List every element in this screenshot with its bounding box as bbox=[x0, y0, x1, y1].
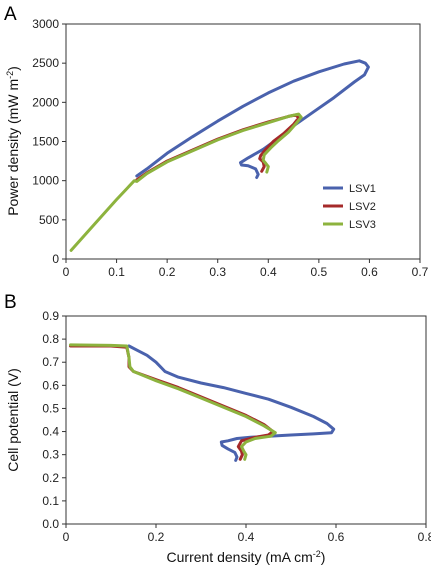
panel-b-series-lsv2-line bbox=[69, 344, 275, 461]
panel-a-x-tick-label: 0.3 bbox=[209, 265, 226, 279]
panel-b: B 0.0 0.1 0.2 0.3 0.4 0.5 0.6 0.7 0.8 0.9 0 0.2 0.4… bbox=[4, 292, 431, 565]
panel-b-y-tick-label: 0.8 bbox=[42, 332, 59, 346]
panel-a-y-axis-title: Power density (mW m-2) bbox=[5, 66, 21, 216]
panel-b-y-tick-label: 0.7 bbox=[42, 355, 59, 369]
panel-b-x-tick-label: 0.8 bbox=[418, 530, 431, 544]
panel-b-x-tick-label: 0.2 bbox=[148, 530, 165, 544]
legend: LSV1 LSV2 LSV3 bbox=[323, 183, 376, 231]
panel-a-y-tick-label: 0 bbox=[52, 252, 59, 266]
panel-b-y-ticks: 0.0 0.1 0.2 0.3 0.4 0.5 0.6 0.7 0.8 0.9 bbox=[42, 309, 66, 531]
panel-a-y-tick-label: 2000 bbox=[32, 95, 59, 109]
panel-a-x-tick-label: 0.4 bbox=[260, 265, 277, 279]
panel-b-y-tick-label: 0.4 bbox=[42, 425, 59, 439]
panel-a-x-tick-label: 0.7 bbox=[412, 265, 429, 279]
panel-b-series-lsv1-line bbox=[127, 344, 336, 462]
panel-b-y-tick-label: 0.9 bbox=[42, 309, 59, 323]
panel-a-y-tick-label: 500 bbox=[39, 213, 59, 227]
panel-a-y-tick-label: 2500 bbox=[32, 56, 59, 70]
panel-a-letter: A bbox=[4, 4, 17, 25]
panel-a-x-ticks: 0 0.1 0.2 0.3 0.4 0.5 0.6 0.7 bbox=[63, 259, 429, 279]
panel-b-y-axis-title: Cell potential (V) bbox=[5, 368, 21, 472]
panel-b-y-tick-label: 0.2 bbox=[42, 471, 59, 485]
panel-b-series-lsv3-line bbox=[69, 343, 277, 461]
panel-a-y-tick-label: 3000 bbox=[32, 17, 59, 31]
panel-b-x-tick-label: 0.4 bbox=[238, 530, 255, 544]
panel-a-y-ticks: 0 500 1000 1500 2000 2500 3000 bbox=[32, 17, 66, 266]
panel-a-x-tick-label: 0.2 bbox=[159, 265, 176, 279]
panel-a-x-tick-label: 0.6 bbox=[361, 265, 378, 279]
panel-a-x-tick-label: 0.5 bbox=[311, 265, 328, 279]
panel-b-y-tick-label: 0.1 bbox=[42, 494, 59, 508]
panel-a-x-tick-label: 0 bbox=[63, 265, 70, 279]
legend-label-lsv1: LSV1 bbox=[349, 183, 376, 195]
panel-b-y-tick-label: 0.3 bbox=[42, 448, 59, 462]
panel-a-x-tick-label: 0.1 bbox=[108, 265, 125, 279]
panel-b-x-tick-label: 0.6 bbox=[328, 530, 345, 544]
panel-a-y-tick-label: 1000 bbox=[32, 174, 59, 188]
panel-b-series bbox=[69, 343, 336, 462]
panel-a: A 0 500 1000 1500 2000 2500 3000 0 0.1 0.2 0.3 0.4… bbox=[4, 4, 429, 279]
panel-a-series-lsv2-line bbox=[135, 113, 301, 182]
panel-b-y-tick-label: 0.0 bbox=[42, 517, 59, 531]
panel-b-x-ticks: 0 0.2 0.4 0.6 0.8 bbox=[63, 524, 431, 544]
legend-label-lsv3: LSV3 bbox=[349, 219, 376, 231]
panel-a-series-lsv1-line bbox=[135, 59, 370, 179]
panel-b-y-tick-label: 0.6 bbox=[42, 378, 59, 392]
panel-a-series-lsv3-line bbox=[69, 112, 303, 252]
panel-b-x-tick-label: 0 bbox=[63, 530, 70, 544]
legend-label-lsv2: LSV2 bbox=[349, 201, 376, 213]
panel-b-letter: B bbox=[4, 292, 17, 313]
panel-a-y-tick-label: 1500 bbox=[32, 135, 59, 149]
panel-a-series bbox=[69, 59, 370, 252]
panel-b-x-axis-title: Current density (mA cm-2) bbox=[167, 549, 326, 565]
panel-b-y-tick-label: 0.5 bbox=[42, 401, 59, 415]
